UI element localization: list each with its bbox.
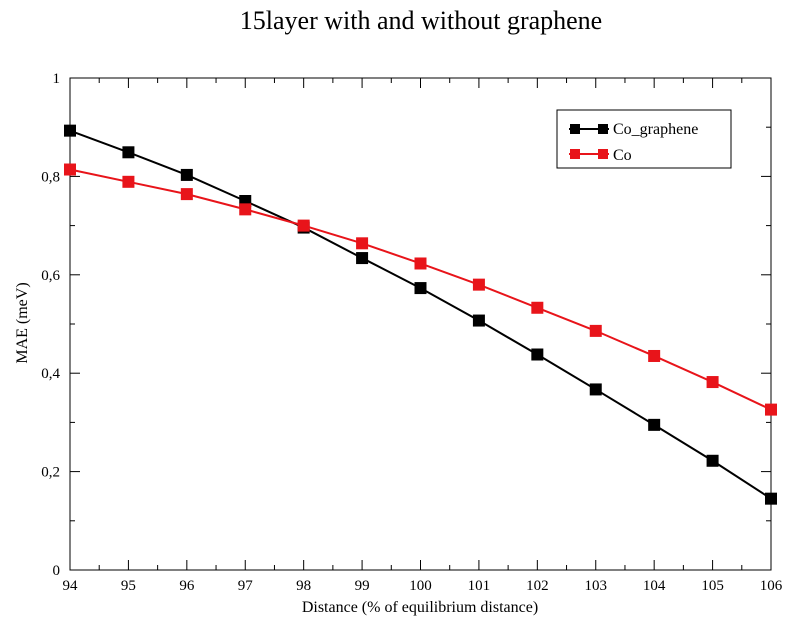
data-point-co-94 — [64, 163, 76, 176]
x-tick-label: 99 — [355, 578, 370, 594]
data-point-co-99 — [356, 237, 369, 250]
x-tick-label: 106 — [760, 578, 783, 594]
series-layer — [64, 124, 777, 505]
data-point-co-101 — [472, 278, 485, 291]
y-tick-label: 0,6 — [41, 268, 60, 284]
x-tick-label: 105 — [701, 578, 724, 594]
data-point-co-106 — [765, 403, 777, 416]
data-point-co-102 — [531, 301, 544, 314]
y-tick-label: 0,4 — [41, 366, 60, 382]
data-point-co-graphene-96 — [180, 168, 193, 181]
data-point-co-graphene-102 — [531, 348, 544, 361]
legend-marker-co-end — [598, 149, 608, 159]
data-point-co-graphene-104 — [648, 418, 661, 431]
legend-label-co-graphene: Co_graphene — [613, 121, 698, 138]
x-tick-label: 94 — [63, 578, 79, 594]
y-tick-label: 1 — [53, 71, 61, 87]
x-tick-label: 100 — [409, 578, 432, 594]
chart-title: 15layer with and without graphene — [240, 6, 602, 35]
x-tick-label: 96 — [179, 578, 195, 594]
data-point-co-graphene-95 — [122, 146, 135, 159]
x-tick-label: 97 — [238, 578, 254, 594]
data-point-co-graphene-106 — [765, 492, 777, 505]
y-axis-label: MAE (meV) — [14, 282, 31, 363]
x-tick-label: 102 — [526, 578, 549, 594]
data-point-co-105 — [706, 376, 719, 389]
data-point-co-graphene-105 — [706, 454, 719, 467]
series-line-co-graphene — [69, 129, 772, 500]
x-tick-label: 95 — [121, 578, 136, 594]
data-point-co-graphene-94 — [64, 124, 76, 137]
data-point-co-graphene-103 — [589, 383, 602, 396]
data-point-co-100 — [414, 257, 427, 270]
y-axis-ticks: 0 0,2 0,4 0,6 0,8 1 — [41, 71, 771, 579]
data-point-co-103 — [589, 324, 602, 337]
legend-label-co: Co — [613, 147, 632, 164]
data-point-co-96 — [180, 188, 193, 201]
legend-marker-co — [570, 149, 580, 159]
y-tick-label: 0,8 — [41, 169, 60, 185]
data-point-co-95 — [122, 175, 135, 188]
legend-marker-co-graphene — [570, 124, 580, 134]
x-tick-label: 103 — [585, 578, 608, 594]
y-tick-label: 0 — [53, 563, 61, 579]
x-axis-ticks: 94 95 96 97 98 99 100 101 102 103 104 105 106 — [63, 78, 783, 594]
legend: Co_graphene Co — [556, 109, 732, 169]
x-tick-label: 98 — [296, 578, 311, 594]
legend-marker-co-graphene-end — [598, 124, 608, 134]
x-tick-label: 101 — [468, 578, 491, 594]
x-axis-label: Distance (% of equilibrium distance) — [302, 599, 538, 616]
data-point-co-98 — [297, 219, 310, 232]
data-point-co-graphene-101 — [472, 314, 485, 327]
data-point-co-104 — [648, 349, 661, 362]
data-point-co-graphene-99 — [356, 252, 369, 265]
y-tick-label: 0,2 — [41, 465, 60, 481]
data-point-co-97 — [239, 203, 252, 216]
x-tick-label: 104 — [643, 578, 666, 594]
legend-box — [556, 109, 732, 169]
data-point-co-graphene-100 — [414, 282, 427, 295]
